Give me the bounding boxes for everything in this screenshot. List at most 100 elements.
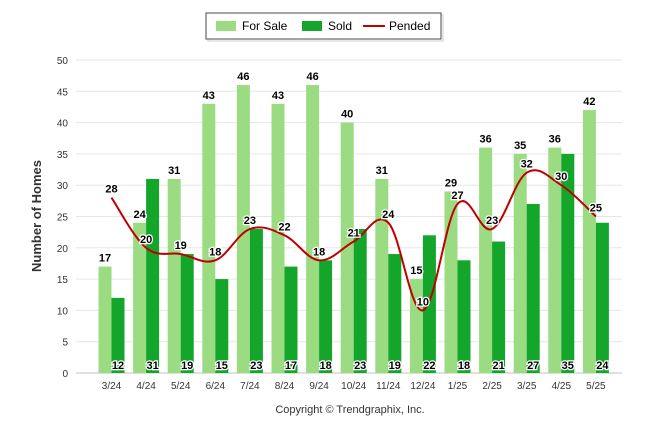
pended-value-label: 32 xyxy=(521,159,533,171)
bar-for-sale[interactable] xyxy=(444,191,458,373)
bar-for-sale[interactable] xyxy=(98,266,112,373)
pended-value-label: 20 xyxy=(140,234,152,246)
pended-value-label: 18 xyxy=(209,246,221,258)
pended-value-label: 28 xyxy=(105,184,117,196)
bar-for-sale[interactable] xyxy=(271,103,285,373)
bar-sold[interactable] xyxy=(249,229,263,373)
pended-value-label: 27 xyxy=(451,190,463,202)
x-tick-label: 11/24 xyxy=(376,381,401,392)
bar-sold[interactable] xyxy=(215,279,229,373)
pended-value-label: 10 xyxy=(417,296,429,308)
sold-value-label: 19 xyxy=(389,360,401,372)
bar-sold[interactable] xyxy=(492,241,506,373)
for-sale-value-label: 15 xyxy=(410,265,422,277)
pended-value-label: 21 xyxy=(348,228,360,240)
pended-line[interactable] xyxy=(110,169,597,312)
for-sale-value-label: 46 xyxy=(237,71,249,83)
bar-sold[interactable] xyxy=(180,254,194,373)
pended-value-label: 30 xyxy=(555,171,567,183)
pended-value-label: 19 xyxy=(175,240,187,252)
y-tick-label: 15 xyxy=(57,275,69,286)
x-tick-label: 10/24 xyxy=(341,381,366,392)
x-tick-label: 12/24 xyxy=(410,381,435,392)
y-tick-label: 5 xyxy=(62,338,68,349)
y-tick-label: 50 xyxy=(57,56,69,67)
x-tick-label: 3/25 xyxy=(517,381,537,392)
sold-value-label: 19 xyxy=(181,360,193,372)
for-sale-value-label: 36 xyxy=(479,134,491,146)
y-tick-label: 40 xyxy=(57,119,69,130)
x-tick-label: 2/25 xyxy=(482,381,502,392)
y-tick-label: 45 xyxy=(57,87,69,98)
bar-for-sale[interactable] xyxy=(513,153,527,373)
sold-value-label: 23 xyxy=(354,360,366,372)
bar-sold[interactable] xyxy=(526,203,540,373)
sold-value-label: 35 xyxy=(562,360,574,372)
bar-for-sale[interactable] xyxy=(340,122,354,373)
bar-for-sale[interactable] xyxy=(479,147,493,373)
for-sale-value-label: 42 xyxy=(583,96,595,108)
x-tick-label: 4/25 xyxy=(552,381,572,392)
bar-sold[interactable] xyxy=(319,260,333,373)
bars xyxy=(98,85,609,373)
pended-value-label: 22 xyxy=(278,221,290,233)
bar-sold[interactable] xyxy=(457,260,471,373)
bar-sold[interactable] xyxy=(561,153,575,373)
for-sale-value-label: 31 xyxy=(168,165,180,177)
legend-box xyxy=(205,12,442,40)
x-tick-label: 5/25 xyxy=(586,381,606,392)
sold-value-label: 22 xyxy=(423,360,435,372)
for-sale-value-label: 40 xyxy=(341,109,353,121)
bar-sold[interactable] xyxy=(388,254,402,373)
bar-sold[interactable] xyxy=(595,222,609,373)
sold-value-label: 15 xyxy=(216,360,228,372)
for-sale-value-label: 24 xyxy=(133,209,146,221)
sold-value-label: 23 xyxy=(250,360,262,372)
bar-sold[interactable] xyxy=(353,229,367,373)
bar-for-sale[interactable] xyxy=(202,103,216,373)
sold-value-label: 12 xyxy=(112,360,124,372)
sold-value-label: 31 xyxy=(146,360,158,372)
y-axis-title: Number of Homes xyxy=(29,160,44,272)
bar-for-sale[interactable] xyxy=(133,222,147,373)
pended-value-label: 18 xyxy=(313,246,325,258)
axes: 0 5 10 15 20 25 30 35 40 45 50 3/24 4/24 5/24 6/24 7/24… xyxy=(57,56,622,392)
for-sale-value-label: 29 xyxy=(445,177,457,189)
bar-sold[interactable] xyxy=(111,297,125,373)
pended-value-label: 23 xyxy=(486,215,498,227)
bar-for-sale[interactable] xyxy=(167,178,181,373)
for-sale-value-label: 36 xyxy=(549,134,561,146)
bar-for-sale[interactable] xyxy=(582,110,596,373)
data-labels: 17 12 28 24 31 20 31 19 19 43 15 18 46 23 23 43 17 22 46 18… xyxy=(98,70,611,373)
x-tick-label: 1/25 xyxy=(448,381,468,392)
bar-sold[interactable] xyxy=(146,178,160,373)
bar-for-sale[interactable] xyxy=(409,279,423,373)
copyright-footer: Copyright © Trendgraphix, Inc. xyxy=(275,404,424,416)
for-sale-value-label: 35 xyxy=(514,140,526,152)
y-tick-label: 25 xyxy=(57,213,69,224)
legend-label[interactable]: Pended xyxy=(389,19,430,33)
pended-line-layer xyxy=(110,169,597,312)
y-tick-label: 10 xyxy=(57,306,69,317)
bar-for-sale[interactable] xyxy=(548,147,562,373)
for-sale-value-label: 43 xyxy=(203,90,215,102)
y-tick-label: 30 xyxy=(57,181,69,192)
legend-label[interactable]: Sold xyxy=(328,19,352,33)
legend-label[interactable]: For Sale xyxy=(242,19,288,33)
legend[interactable]: For Sale Sold Pended xyxy=(205,12,444,42)
bar-for-sale[interactable] xyxy=(236,85,250,373)
pended-value-label: 24 xyxy=(382,209,395,221)
x-tick-label: 4/24 xyxy=(136,381,156,392)
x-tick-label: 3/24 xyxy=(102,381,122,392)
bar-for-sale[interactable] xyxy=(375,178,389,373)
x-tick-label: 9/24 xyxy=(309,381,329,392)
y-tick-label: 0 xyxy=(62,369,68,380)
sold-value-label: 21 xyxy=(492,360,504,372)
y-tick-label: 20 xyxy=(57,244,69,255)
legend-swatch xyxy=(216,21,236,31)
bar-sold[interactable] xyxy=(284,266,298,373)
bar-sold[interactable] xyxy=(422,235,436,373)
bar-for-sale[interactable] xyxy=(306,85,320,373)
